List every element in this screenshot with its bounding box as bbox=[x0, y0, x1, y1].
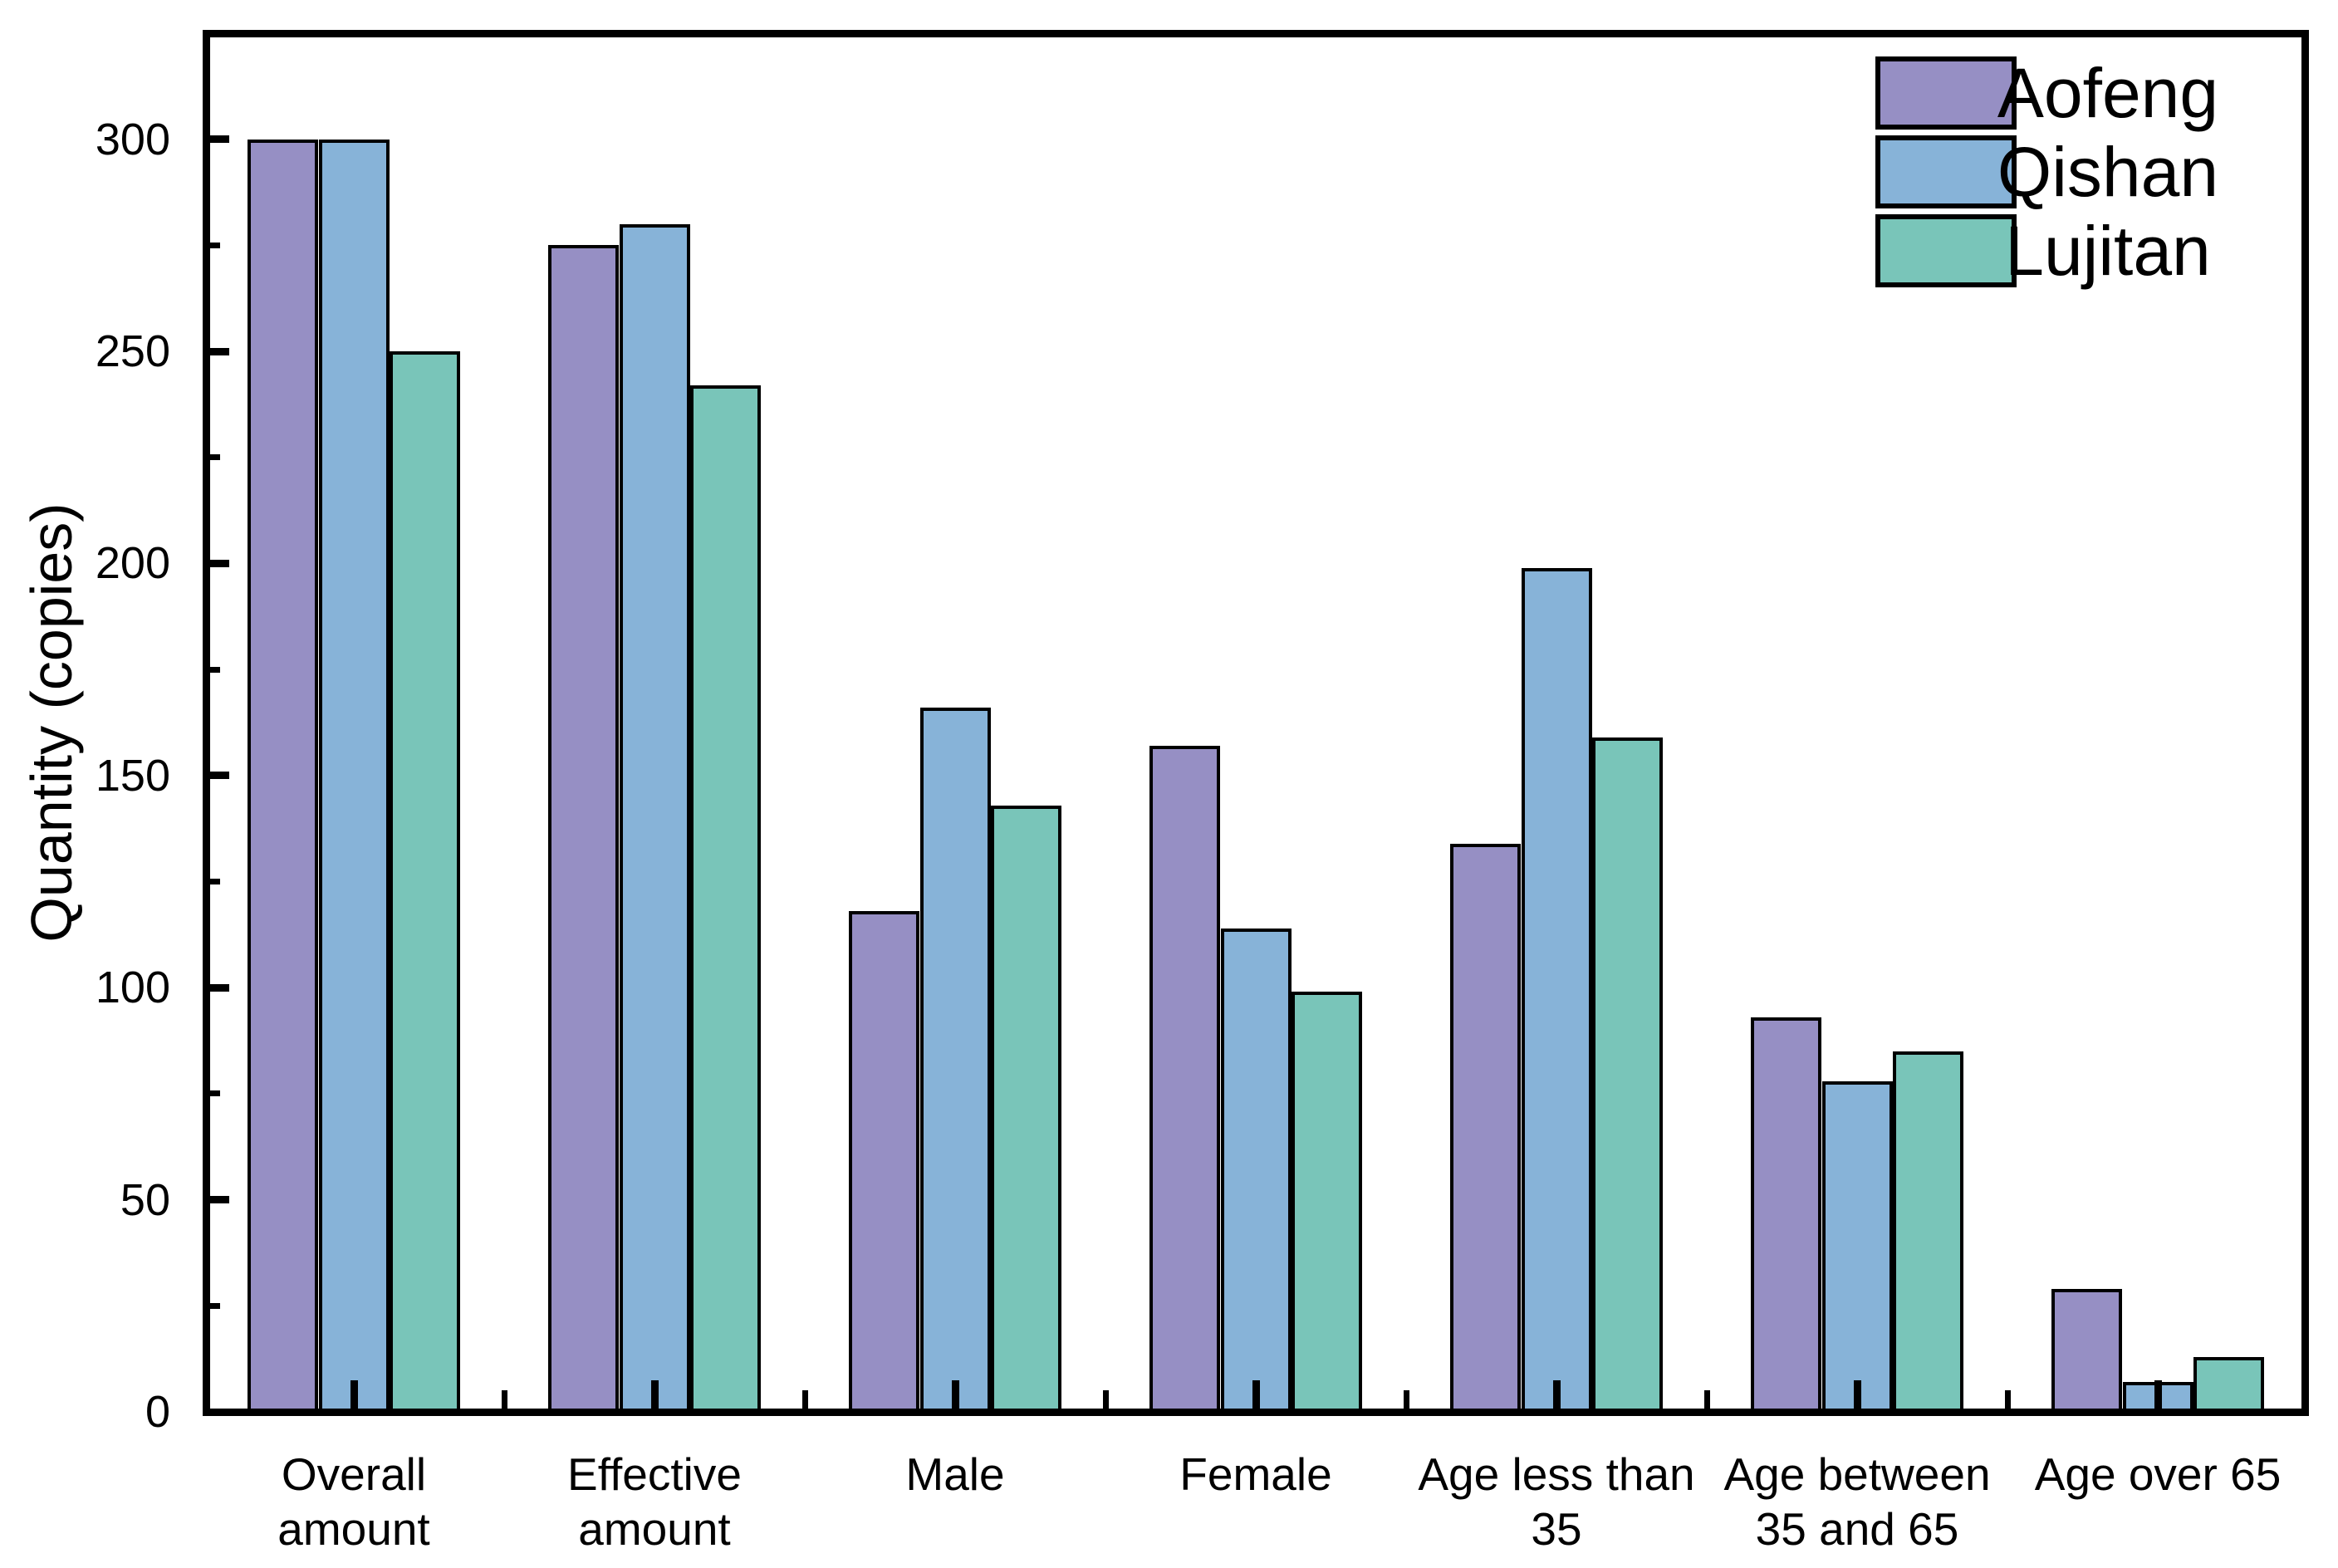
bar-aofeng-age-over-65 bbox=[2051, 1289, 2122, 1415]
x-major-tick-female bbox=[1252, 1380, 1260, 1415]
bar-qishan-effective-amount bbox=[620, 224, 690, 1415]
x-category-label-male: Male bbox=[905, 1448, 1005, 1500]
y-minor-tick-25 bbox=[204, 1303, 220, 1309]
legend-label-lujitan: Lujitan bbox=[2005, 212, 2211, 290]
y-minor-tick-175 bbox=[204, 667, 220, 673]
x-minor-tick-0 bbox=[502, 1390, 507, 1415]
bar-qishan-age-less-than-35 bbox=[1522, 568, 1592, 1415]
bar-lujitan-male bbox=[991, 806, 1061, 1415]
x-major-tick-effective-amount bbox=[651, 1380, 659, 1415]
y-tick-label-50: 50 bbox=[120, 1175, 170, 1225]
bar-aofeng-age-less-than-35 bbox=[1450, 844, 1521, 1415]
bar-aofeng-female bbox=[1149, 746, 1220, 1415]
bar-qishan-age-between-35-and-65 bbox=[1822, 1081, 1893, 1415]
x-category-label-age-less-than-35: Age less than 35 bbox=[1418, 1448, 1695, 1555]
bar-qishan-male bbox=[920, 708, 991, 1415]
x-minor-tick-5 bbox=[2005, 1390, 2011, 1415]
y-tick-label-150: 150 bbox=[95, 751, 170, 801]
y-major-tick-300 bbox=[204, 135, 229, 143]
y-minor-tick-125 bbox=[204, 879, 220, 884]
x-minor-tick-1 bbox=[802, 1390, 808, 1415]
y-tick-label-0: 0 bbox=[145, 1387, 170, 1437]
y-axis-title: Quantity (copies) bbox=[19, 502, 84, 943]
bar-aofeng-overall-amount bbox=[248, 140, 318, 1415]
x-category-label-overall-amount: Overall amount bbox=[277, 1448, 430, 1555]
y-major-tick-100 bbox=[204, 984, 229, 992]
x-major-tick-male bbox=[952, 1380, 959, 1415]
y-tick-label-200: 200 bbox=[95, 538, 170, 588]
y-minor-tick-75 bbox=[204, 1090, 220, 1096]
legend-swatch-qishan bbox=[1875, 135, 2017, 208]
x-major-tick-overall-amount bbox=[350, 1380, 358, 1415]
bar-lujitan-overall-amount bbox=[390, 351, 460, 1415]
y-minor-tick-225 bbox=[204, 454, 220, 460]
y-tick-label-100: 100 bbox=[95, 963, 170, 1012]
y-minor-tick-275 bbox=[204, 243, 220, 248]
x-category-label-effective-amount: Effective amount bbox=[567, 1448, 742, 1555]
bar-aofeng-age-between-35-and-65 bbox=[1751, 1017, 1821, 1415]
x-major-tick-age-over-65 bbox=[2154, 1380, 2162, 1415]
x-category-label-age-over-65: Age over 65 bbox=[2034, 1448, 2282, 1500]
legend-swatch-aofeng bbox=[1875, 56, 2017, 130]
x-minor-tick-2 bbox=[1103, 1390, 1109, 1415]
bar-lujitan-age-less-than-35 bbox=[1592, 737, 1663, 1415]
x-category-label-age-between-35-and-65: Age between 35 and 65 bbox=[1723, 1448, 1991, 1555]
legend-swatch-lujitan bbox=[1875, 214, 2017, 287]
legend-label-qishan: Qishan bbox=[1997, 133, 2219, 211]
bar-lujitan-age-over-65 bbox=[2193, 1357, 2264, 1415]
y-tick-label-250: 250 bbox=[95, 326, 170, 376]
x-minor-tick-4 bbox=[1704, 1390, 1710, 1415]
y-major-tick-150 bbox=[204, 772, 229, 779]
y-major-tick-250 bbox=[204, 348, 229, 355]
bar-aofeng-male bbox=[849, 911, 919, 1415]
bar-aofeng-effective-amount bbox=[548, 245, 619, 1415]
x-major-tick-age-less-than-35 bbox=[1553, 1380, 1561, 1415]
y-tick-label-300: 300 bbox=[95, 115, 170, 164]
bar-qishan-female bbox=[1221, 929, 1292, 1415]
bar-qishan-overall-amount bbox=[319, 140, 390, 1415]
y-major-tick-200 bbox=[204, 560, 229, 567]
bar-lujitan-age-between-35-and-65 bbox=[1893, 1051, 1963, 1415]
x-minor-tick-3 bbox=[1404, 1390, 1409, 1415]
x-major-tick-age-between-35-and-65 bbox=[1854, 1380, 1861, 1415]
x-category-label-female: Female bbox=[1179, 1448, 1332, 1500]
bar-lujitan-female bbox=[1292, 992, 1362, 1415]
bar-lujitan-effective-amount bbox=[690, 385, 761, 1415]
legend-label-aofeng: Aofeng bbox=[1997, 54, 2219, 132]
y-major-tick-50 bbox=[204, 1196, 229, 1203]
